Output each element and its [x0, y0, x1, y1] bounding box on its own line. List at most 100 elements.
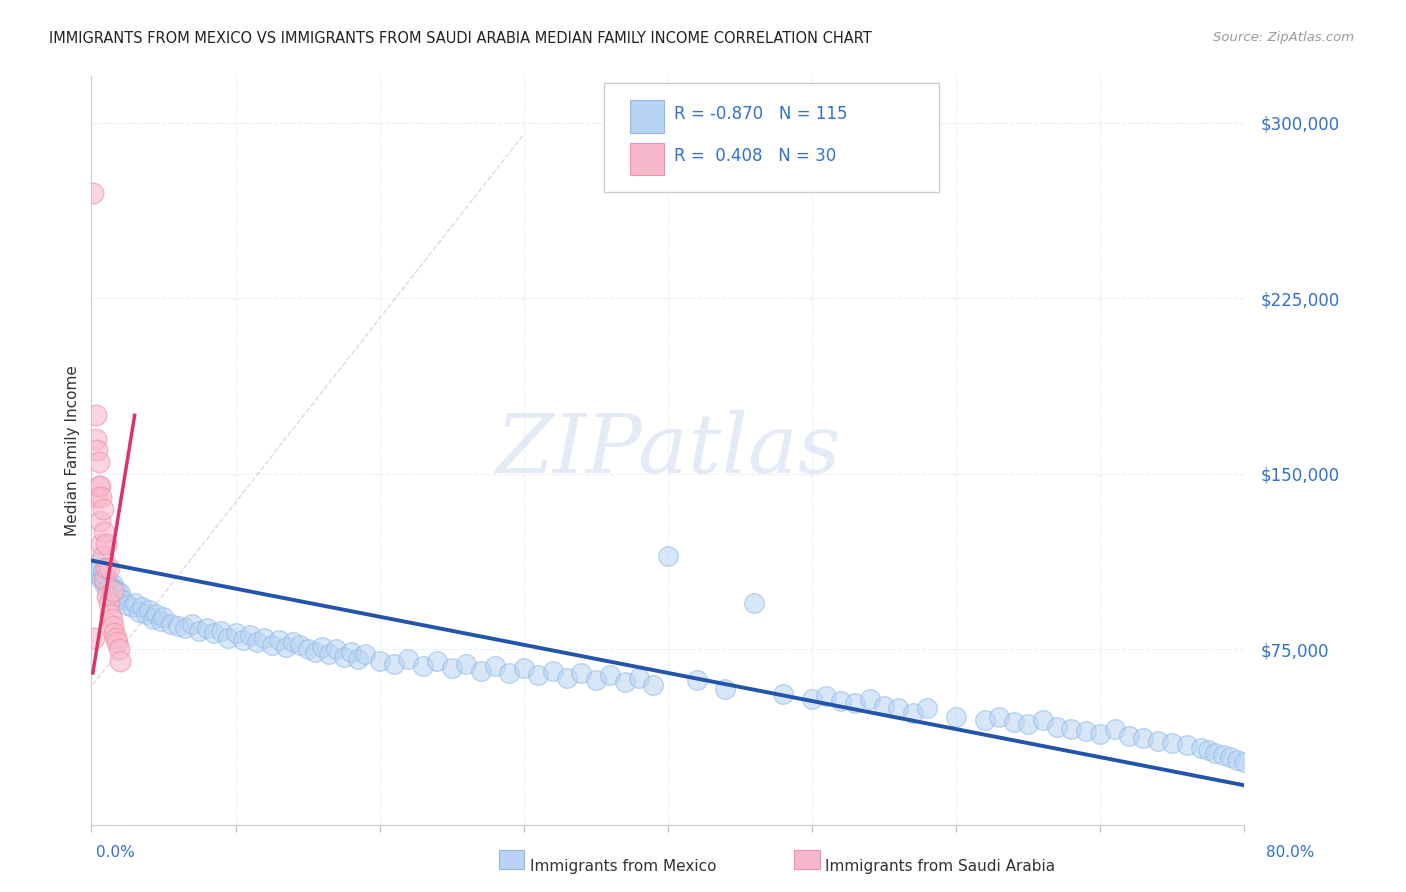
- Point: [87, 455, 110, 469]
- Point: [772, 687, 794, 701]
- Point: [103, 582, 125, 596]
- Point: [105, 635, 128, 649]
- Point: [112, 593, 135, 607]
- Point: [513, 661, 536, 675]
- Point: [159, 616, 181, 631]
- Point: [599, 668, 621, 682]
- Text: 80.0%: 80.0%: [1267, 845, 1315, 860]
- Point: [83, 631, 105, 645]
- Text: Source: ZipAtlas.com: Source: ZipAtlas.com: [1213, 31, 1354, 45]
- Point: [1046, 720, 1069, 734]
- Point: [830, 694, 852, 708]
- Point: [121, 600, 143, 615]
- Point: [1017, 717, 1039, 731]
- Point: [627, 671, 650, 685]
- Point: [657, 549, 679, 563]
- Point: [110, 654, 132, 668]
- Point: [104, 589, 127, 603]
- FancyBboxPatch shape: [630, 100, 665, 133]
- Point: [318, 647, 340, 661]
- Point: [325, 642, 347, 657]
- Point: [1060, 722, 1083, 736]
- Point: [613, 675, 636, 690]
- Point: [87, 478, 110, 492]
- Point: [815, 690, 838, 704]
- Point: [440, 661, 463, 675]
- Point: [260, 638, 283, 652]
- Text: R =  0.408   N = 30: R = 0.408 N = 30: [673, 147, 835, 165]
- Point: [101, 619, 124, 633]
- Point: [1147, 733, 1170, 747]
- Point: [426, 654, 449, 668]
- Point: [290, 638, 312, 652]
- Point: [117, 598, 139, 612]
- Point: [382, 657, 405, 671]
- Point: [124, 596, 146, 610]
- Point: [368, 654, 391, 668]
- Point: [82, 186, 104, 200]
- Point: [90, 490, 112, 504]
- Point: [174, 621, 197, 635]
- Point: [801, 691, 824, 706]
- Point: [135, 607, 157, 622]
- Point: [91, 566, 114, 580]
- Point: [945, 710, 967, 724]
- Point: [297, 642, 319, 657]
- Point: [1118, 729, 1140, 743]
- Point: [94, 570, 117, 584]
- Point: [412, 658, 434, 673]
- Point: [217, 631, 239, 645]
- Point: [347, 652, 370, 666]
- Point: [267, 633, 290, 648]
- Point: [354, 647, 377, 661]
- Point: [149, 615, 172, 629]
- Point: [93, 572, 115, 586]
- Point: [988, 710, 1011, 724]
- FancyBboxPatch shape: [605, 83, 939, 192]
- Point: [1032, 713, 1054, 727]
- Point: [454, 657, 477, 671]
- Point: [104, 631, 127, 645]
- Point: [128, 605, 150, 619]
- FancyBboxPatch shape: [630, 143, 665, 176]
- Point: [281, 635, 305, 649]
- Point: [89, 560, 111, 574]
- Point: [91, 502, 114, 516]
- Point: [1219, 750, 1241, 764]
- Point: [1212, 747, 1234, 762]
- Point: [84, 432, 107, 446]
- Text: IMMIGRANTS FROM MEXICO VS IMMIGRANTS FROM SAUDI ARABIA MEDIAN FAMILY INCOME CORR: IMMIGRANTS FROM MEXICO VS IMMIGRANTS FRO…: [49, 31, 872, 46]
- Point: [332, 649, 354, 664]
- Point: [96, 589, 118, 603]
- Point: [1002, 715, 1025, 730]
- Point: [84, 409, 107, 423]
- Point: [571, 665, 593, 680]
- Point: [93, 577, 115, 591]
- Point: [585, 673, 607, 687]
- Point: [685, 673, 707, 687]
- Point: [94, 560, 117, 574]
- Point: [887, 701, 910, 715]
- Point: [101, 583, 124, 598]
- Point: [97, 560, 120, 574]
- Point: [1161, 736, 1184, 750]
- Point: [94, 537, 117, 551]
- Point: [90, 537, 112, 551]
- Point: [1189, 740, 1212, 755]
- Text: Immigrants from Saudi Arabia: Immigrants from Saudi Arabia: [825, 859, 1056, 874]
- Point: [1226, 753, 1249, 767]
- Point: [304, 645, 326, 659]
- Point: [1088, 727, 1111, 741]
- Point: [340, 645, 363, 659]
- Point: [714, 682, 737, 697]
- Point: [202, 626, 225, 640]
- Point: [93, 525, 115, 540]
- Point: [311, 640, 333, 655]
- Point: [209, 624, 232, 638]
- Point: [873, 698, 896, 713]
- Text: 0.0%: 0.0%: [96, 845, 135, 860]
- Point: [90, 572, 112, 586]
- Point: [396, 652, 419, 666]
- Point: [742, 596, 765, 610]
- Point: [103, 626, 125, 640]
